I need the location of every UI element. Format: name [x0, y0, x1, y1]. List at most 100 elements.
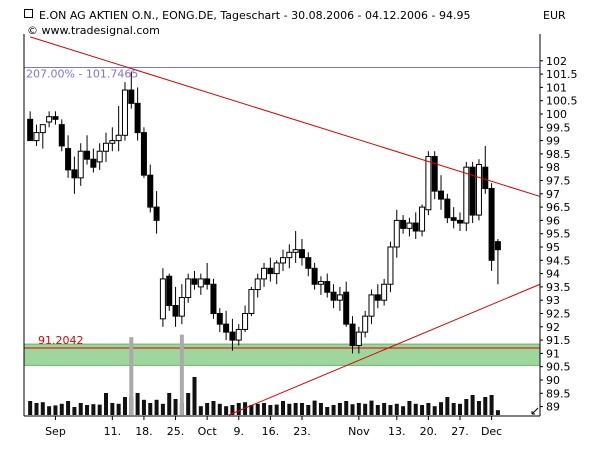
volume-bar [470, 395, 475, 415]
y-tick-label: 101.5 [546, 68, 578, 81]
candle-down [191, 278, 198, 285]
volume-bar [205, 403, 210, 415]
y-tick-label: 102 [546, 55, 567, 68]
candle-up [254, 278, 261, 291]
volume-bar [299, 403, 304, 415]
volume-bar [407, 401, 412, 415]
x-tick-label: 23. [293, 425, 311, 438]
x-tick-label: Oct [198, 425, 218, 438]
candle-down [134, 102, 141, 134]
volume-bar [426, 403, 431, 415]
volume-bar [287, 403, 292, 415]
volume-bar [116, 403, 121, 415]
volume-bar [445, 397, 450, 415]
candle-down [456, 219, 463, 224]
volume-bar [173, 399, 178, 415]
volume-bar [274, 404, 279, 415]
volume-bar [483, 397, 488, 415]
y-tick-label: 95.5 [546, 228, 571, 241]
x-tick-label: 11. [104, 425, 122, 438]
candle-up [242, 313, 249, 330]
candle-down [438, 190, 445, 200]
currency-label: EUR [543, 9, 566, 22]
x-tick-label: Dec [481, 425, 502, 438]
volume-bar [268, 405, 273, 415]
candle-down [412, 222, 419, 232]
volume-bar [47, 406, 52, 415]
volume-bar [78, 403, 83, 415]
candle-down [330, 291, 337, 301]
volume-bar [457, 403, 462, 415]
y-tick-label: 100.5 [546, 95, 578, 108]
candle-down [65, 148, 72, 171]
candle-up [248, 289, 255, 314]
volume-bar [356, 403, 361, 415]
volume-bar [262, 403, 267, 415]
y-tick-label: 91.5 [546, 334, 571, 347]
volume-bar [369, 400, 374, 415]
volume-bar [306, 405, 311, 415]
x-tick-label: 18. [135, 425, 153, 438]
volume-bar [85, 405, 90, 415]
chart-title-text: E.ON AG AKTIEN O.N., EONG.DE, Tageschart… [39, 9, 471, 22]
volume-bar [413, 403, 418, 415]
fib-207-label: 207.00% - 101.7465 [26, 68, 138, 81]
candle-up [121, 89, 128, 136]
candle-down [128, 89, 135, 104]
y-tick-label: 100 [546, 108, 567, 121]
y-tick-label: 90 [546, 374, 560, 387]
candle-down [229, 331, 236, 341]
volume-bar [331, 405, 336, 415]
volume-bar [451, 403, 456, 415]
y-tick-label: 96 [546, 214, 560, 227]
candle-up [336, 294, 343, 301]
candle-down [343, 291, 350, 325]
candle-down [311, 267, 318, 285]
candle-up [463, 166, 470, 224]
candle-up [355, 331, 362, 346]
volume-bar [236, 403, 241, 415]
y-tick-label: 99 [546, 135, 560, 148]
candle-up [419, 206, 426, 232]
y-tick-label: 97.5 [546, 175, 571, 188]
candle-up [178, 297, 185, 317]
volume-bar [148, 403, 153, 415]
x-tick-label: Nov [348, 425, 370, 438]
candle-down [444, 198, 451, 219]
candle-down [27, 118, 34, 142]
volume-bar [363, 403, 368, 415]
candle-up [406, 222, 413, 229]
volume-bar [344, 401, 349, 415]
y-tick-label: 96.5 [546, 201, 571, 214]
candle-up [292, 249, 299, 253]
candle-down [210, 283, 217, 314]
volume-bar [293, 403, 298, 415]
candle-up [235, 328, 242, 341]
y-tick-label: 93.5 [546, 281, 571, 294]
volume-bar [154, 399, 159, 415]
y-tick-label: 97 [546, 188, 560, 201]
volume-bar [439, 402, 444, 415]
candle-up [197, 278, 204, 288]
chart-title: E.ON AG AKTIEN O.N., EONG.DE, Tageschart… [24, 9, 470, 22]
volume-bar [167, 393, 172, 415]
volume-bar [350, 404, 355, 415]
candle-down [216, 313, 223, 325]
resistance-trendline [30, 36, 541, 197]
candle-up [475, 164, 482, 216]
scroll-arrow-icon[interactable] [531, 407, 539, 415]
volume-bar [192, 377, 197, 415]
volume-bar [420, 405, 425, 415]
volume-bar [186, 393, 191, 415]
volume-bar [325, 407, 330, 415]
volume-bar [337, 403, 342, 415]
candle-down [223, 323, 230, 333]
candle-up [159, 278, 166, 320]
volume-bar [160, 403, 165, 415]
x-tick-label: Sep [45, 425, 66, 438]
volume-bar [230, 405, 235, 415]
candle-down [431, 156, 438, 192]
volume-bar [281, 401, 285, 415]
candle-up [387, 246, 394, 285]
